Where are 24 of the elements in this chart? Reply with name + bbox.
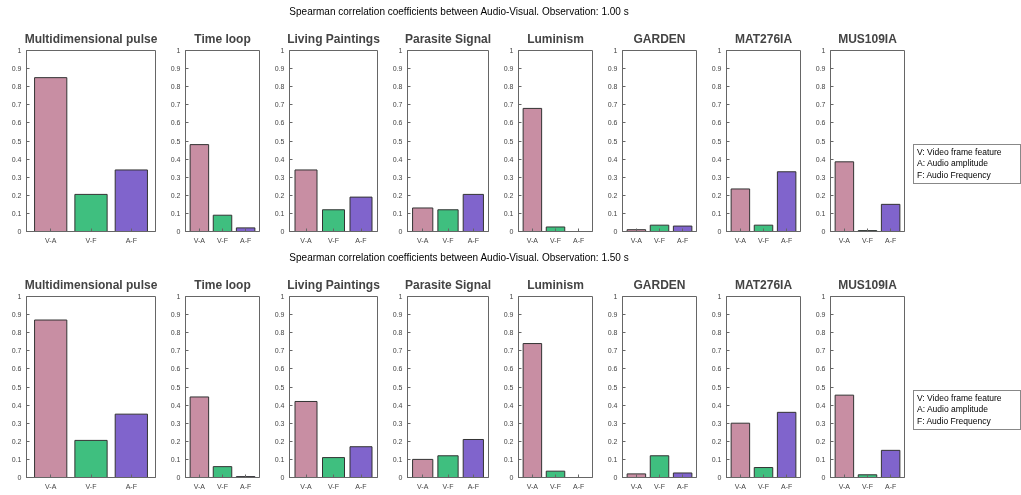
chart-title: Multidimensional pulse xyxy=(24,277,158,292)
chart-title: Luminism xyxy=(527,277,584,292)
chart-title: Parasite Signal xyxy=(404,277,492,292)
chart-title: MAT276IA xyxy=(734,31,793,46)
chart-title: Parasite Signal xyxy=(404,31,492,46)
chart-title: Multidimensional pulse xyxy=(24,31,158,46)
text: A: Audio amplitude xyxy=(917,404,988,415)
text: V: Video frame feature xyxy=(917,393,1002,403)
chart-title: GARDEN xyxy=(633,31,686,46)
text: F: Audio Frequency xyxy=(917,415,991,426)
text: A: Audio amplitude xyxy=(917,158,988,169)
chart-title: Time loop xyxy=(194,31,251,46)
chart-title: MUS109IA xyxy=(838,277,898,292)
chart-title: MUS109IA xyxy=(838,31,898,46)
chart-title: GARDEN xyxy=(633,277,686,292)
text: F: Audio Frequency xyxy=(917,169,991,180)
chart-title: Time loop xyxy=(194,277,251,292)
chart-title: Living Paintings xyxy=(287,31,381,46)
text: V: Video frame feature xyxy=(917,147,1002,157)
text: Spearman correlation coefficients between Audio-Visual. Observation: 1.50 s xyxy=(289,251,629,265)
chart-title: Living Paintings xyxy=(287,277,381,292)
text: Spearman correlation coefficients between Audio-Visual. Observation: 1.00 s xyxy=(289,5,629,19)
chart-title: Luminism xyxy=(527,31,584,46)
chart-title: MAT276IA xyxy=(734,277,793,292)
